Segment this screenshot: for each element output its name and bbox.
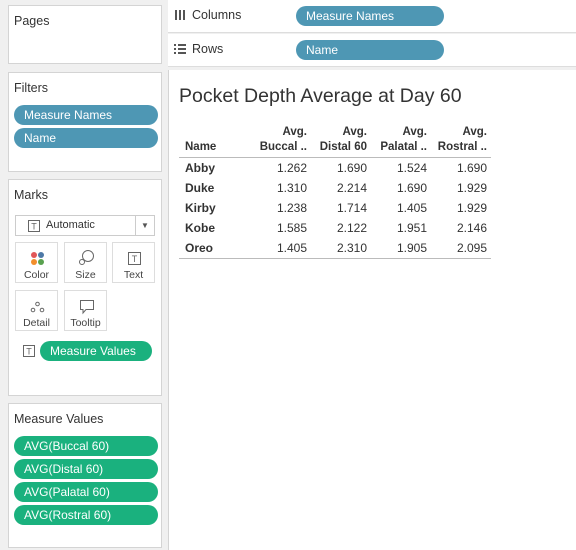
header-name[interactable]: Name xyxy=(185,141,217,153)
color-label: Color xyxy=(23,269,50,281)
marks-card: Marks T Automatic ▼ Color Size T Text xyxy=(8,179,162,396)
size-button[interactable]: Size xyxy=(64,242,107,283)
filter-pill-name[interactable]: Name xyxy=(14,128,158,148)
detail-button[interactable]: Detail xyxy=(15,290,58,331)
columns-icon xyxy=(175,10,185,20)
filters-title: Filters xyxy=(14,81,49,95)
mark-type-select[interactable]: T Automatic ▼ xyxy=(15,215,155,236)
columns-shelf-label: Columns xyxy=(174,8,241,22)
table-header-row: Name Avg. Buccal .. Avg. Distal 60 Avg. … xyxy=(179,125,491,158)
text-button[interactable]: T Text xyxy=(112,242,155,283)
color-icon xyxy=(31,252,44,265)
rows-shelf: Rows Name xyxy=(168,34,576,67)
view-title: Pocket Depth Average at Day 60 xyxy=(179,85,462,107)
marks-title: Marks xyxy=(14,188,49,202)
header-palatal[interactable]: Avg. Palatal .. xyxy=(380,126,427,153)
detail-label: Detail xyxy=(23,317,50,329)
data-table: Name Avg. Buccal .. Avg. Distal 60 Avg. … xyxy=(179,125,491,259)
pages-card: Pages xyxy=(8,5,162,64)
measure-pill-rostral[interactable]: AVG(Rostral 60) xyxy=(14,505,158,525)
svg-text:T: T xyxy=(132,254,138,264)
rows-label: Rows xyxy=(192,42,224,56)
marks-text-pill[interactable]: Measure Values xyxy=(40,341,152,361)
columns-label: Columns xyxy=(192,8,242,22)
measure-values-card: Measure Values AVG(Buccal 60) AVG(Distal… xyxy=(8,403,162,548)
table-row[interactable]: Oreo 1.405 2.310 1.905 2.095 xyxy=(179,238,491,259)
text-mark-icon: T xyxy=(28,220,40,232)
mark-type-label: Automatic xyxy=(46,219,95,231)
tooltip-label: Tooltip xyxy=(70,317,101,329)
filter-pill-measure-names[interactable]: Measure Names xyxy=(14,105,158,125)
svg-text:T: T xyxy=(26,347,32,357)
rows-pill-name[interactable]: Name xyxy=(296,40,444,60)
columns-shelf: Columns Measure Names xyxy=(168,0,576,33)
header-distal[interactable]: Avg. Distal 60 xyxy=(319,126,367,153)
svg-text:T: T xyxy=(31,222,37,232)
color-button[interactable]: Color xyxy=(15,242,58,283)
table-row[interactable]: Duke 1.310 2.214 1.690 1.929 xyxy=(185,181,487,195)
text-mark-icon: T xyxy=(23,345,35,357)
pages-title: Pages xyxy=(14,14,50,28)
tooltip-button[interactable]: Tooltip xyxy=(64,290,107,331)
measure-pill-palatal[interactable]: AVG(Palatal 60) xyxy=(14,482,158,502)
text-label: Text xyxy=(123,269,144,281)
text-icon: T xyxy=(128,252,141,265)
view-area: Pocket Depth Average at Day 60 Name Avg.… xyxy=(168,70,576,550)
columns-pill-measure-names[interactable]: Measure Names xyxy=(296,6,444,26)
filters-card: Filters Measure Names Name xyxy=(8,72,162,172)
table-row[interactable]: Kirby 1.238 1.714 1.405 1.929 xyxy=(185,201,487,215)
header-buccal[interactable]: Avg. Buccal .. xyxy=(259,126,307,153)
measure-pill-buccal[interactable]: AVG(Buccal 60) xyxy=(14,436,158,456)
detail-icon xyxy=(30,301,45,313)
size-label: Size xyxy=(75,269,96,281)
chevron-down-icon: ▼ xyxy=(135,216,154,235)
measure-values-title: Measure Values xyxy=(14,412,104,426)
table-row[interactable]: Abby 1.262 1.690 1.524 1.690 xyxy=(185,161,487,175)
rows-icon xyxy=(174,44,186,54)
rows-shelf-label: Rows xyxy=(174,42,223,56)
size-icon xyxy=(79,250,94,265)
measure-pill-distal[interactable]: AVG(Distal 60) xyxy=(14,459,158,479)
header-rostral[interactable]: Avg. Rostral .. xyxy=(437,126,487,153)
tooltip-icon xyxy=(80,300,94,315)
table-row[interactable]: Kobe 1.585 2.122 1.951 2.146 xyxy=(185,221,487,235)
